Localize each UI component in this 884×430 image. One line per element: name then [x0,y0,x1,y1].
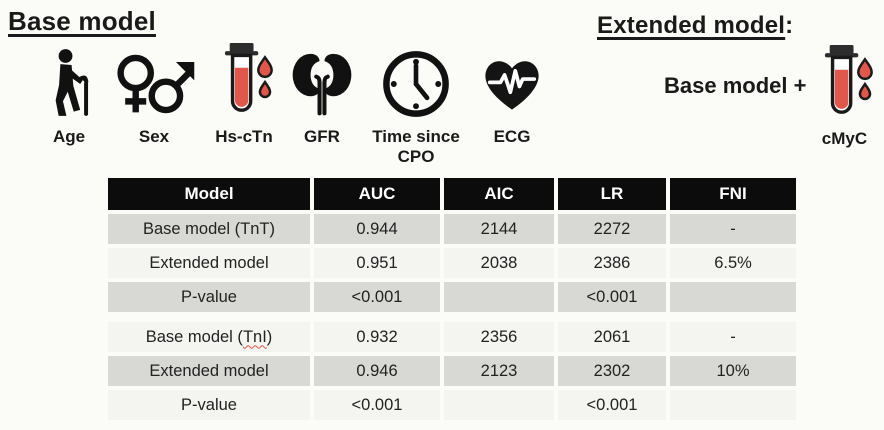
extended-model-title: Extended model: [597,12,793,40]
cell-fni: 10% [670,356,796,386]
factor-cmyc: cMyC [814,44,874,149]
cell-aic: 2123 [444,356,554,386]
kidneys-icon [291,42,353,126]
cell-lr: 2386 [558,248,666,278]
factor-label: Hs-cTn [215,127,273,146]
column-header-auc: AUC [314,178,440,210]
column-header-aic: AIC [444,178,554,210]
factor-ecg: ECG [479,42,545,147]
factor-gfr: GFR [291,42,353,147]
cell-lr: <0.001 [558,390,666,420]
cell-model: Extended model [108,248,310,278]
base-model-title: Base model [8,6,156,36]
base-model-factors: Age Sex [44,42,545,166]
model-text-pre: Base model ( [145,327,243,346]
factor-label: Age [52,127,86,146]
cell-aic: 2144 [444,214,554,244]
cell-fni [670,390,796,420]
formula-text: Base model + [664,73,807,98]
column-header-fni: FNI [670,178,796,210]
cell-model: P-value [108,282,310,312]
cell-model: Base model (TnT) [108,214,310,244]
cell-lr: 2302 [558,356,666,386]
blood-test-tube-icon [814,44,874,128]
blood-test-tube-icon [214,42,274,126]
cell-auc: 0.946 [314,356,440,386]
model-text-tni: TnI [242,327,267,346]
cell-fni: - [670,322,796,352]
cell-fni: 6.5% [670,248,796,278]
factor-time-since-cpo: Time since CPO [370,42,462,166]
cell-auc: <0.001 [314,390,440,420]
cell-auc: <0.001 [314,282,440,312]
cell-auc: 0.951 [314,248,440,278]
results-table: Model AUC AIC LR FNI Base model (TnT) 0.… [108,178,796,420]
factor-label: GFR [304,127,340,146]
cell-model: P-value [108,390,310,420]
model-text-post: ) [266,327,273,346]
factor-label: cMyC [821,129,868,148]
column-header-lr: LR [558,178,666,210]
cell-lr: <0.001 [558,282,666,312]
table-block-separator [108,316,796,318]
extended-model-title-colon: : [785,12,794,39]
cell-auc: 0.944 [314,214,440,244]
cell-lr: 2272 [558,214,666,244]
factor-label: Time since CPO [372,127,460,166]
factor-hs-ctn: Hs-cTn [214,42,274,147]
factor-label: Sex [138,127,170,146]
cell-lr: 2061 [558,322,666,352]
cell-model: Extended model [108,356,310,386]
extended-model-formula: Base model + cMyC [664,44,874,149]
factor-sex: Sex [111,42,197,147]
factor-age: Age [44,42,94,147]
cell-aic: 2038 [444,248,554,278]
cell-model: Base model (TnI) [108,322,310,352]
cell-fni: - [670,214,796,244]
clock-icon [379,42,453,126]
male-female-symbols-icon [111,42,197,126]
extended-model-title-text: Extended model [597,12,786,39]
cell-aic [444,282,554,312]
elderly-person-icon [44,42,94,126]
cell-fni [670,282,796,312]
column-header-model: Model [108,178,310,210]
cell-aic: 2356 [444,322,554,352]
factor-label: ECG [493,127,531,146]
cell-auc: 0.932 [314,322,440,352]
heart-ecg-icon [479,42,545,126]
cell-aic [444,390,554,420]
